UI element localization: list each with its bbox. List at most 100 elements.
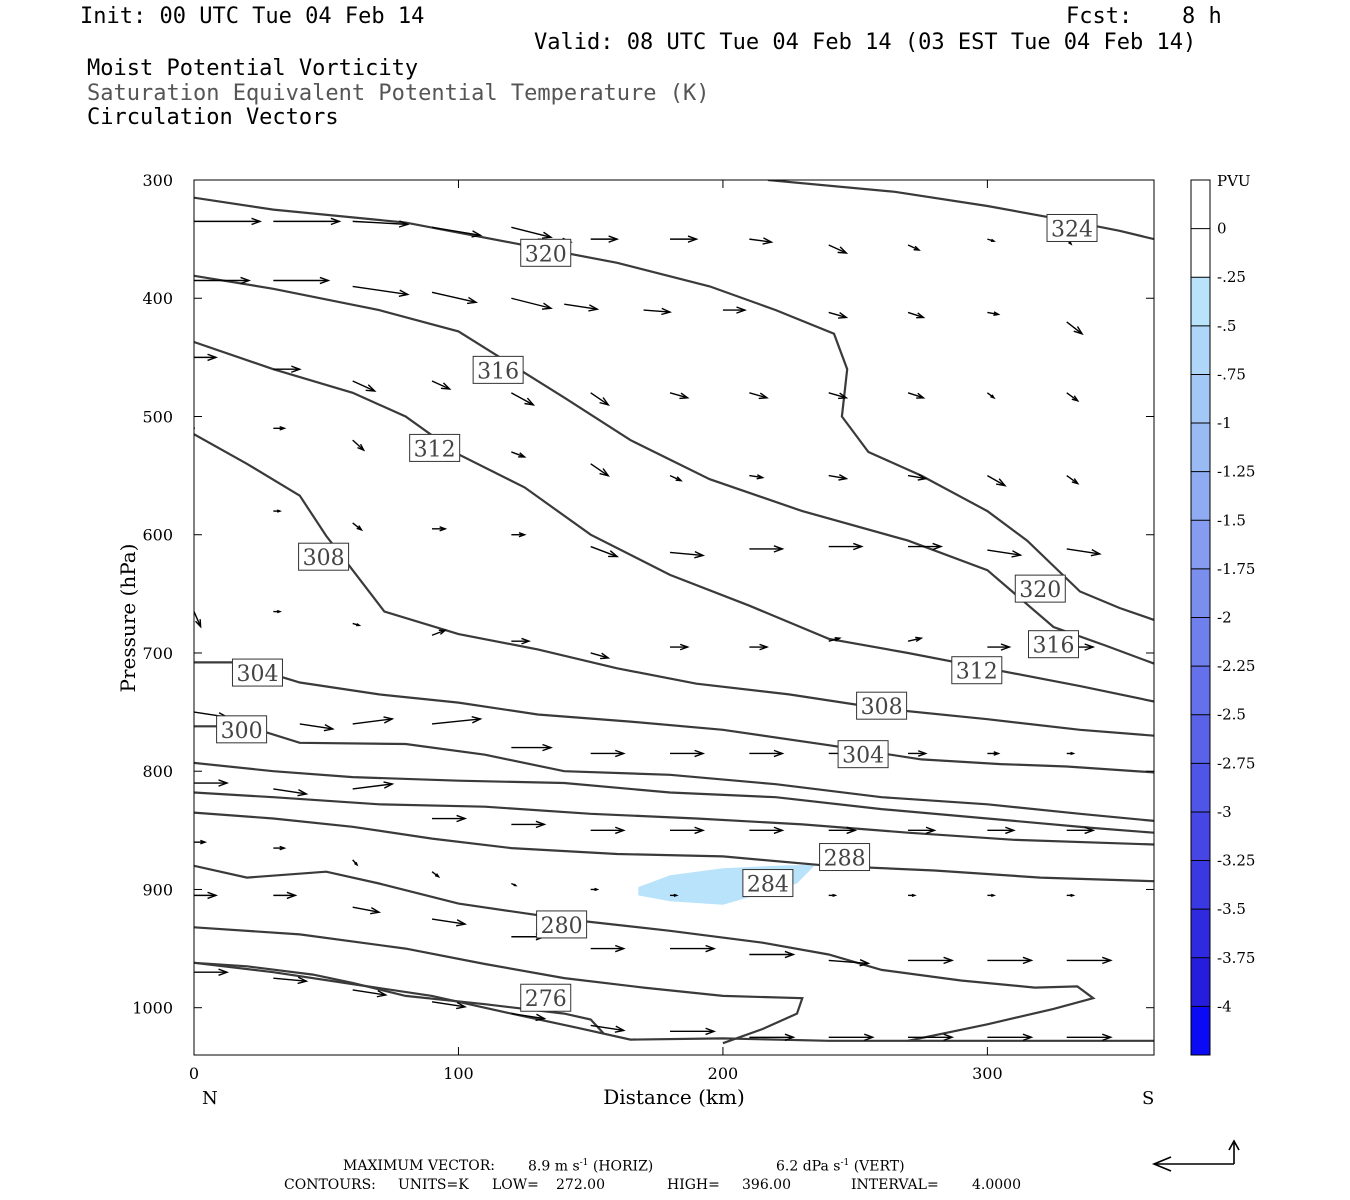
vector-shaft — [1066, 321, 1083, 335]
vector-shaft — [907, 474, 926, 480]
plot-frame — [193, 179, 1155, 1056]
vector-head — [1011, 550, 1023, 558]
circulation-vector — [749, 237, 774, 245]
theta-e-contour-304 — [194, 661, 1154, 774]
circulation-vector — [987, 549, 1023, 558]
circulation-vector — [670, 1027, 717, 1036]
contour-label: 312 — [409, 433, 461, 462]
vector-head — [916, 392, 926, 399]
contour-label-text: 312 — [414, 437, 456, 462]
vector-head — [913, 245, 921, 251]
vector-head — [673, 893, 679, 898]
vector-shaft — [352, 783, 393, 790]
vector-head — [995, 478, 1007, 487]
colorbar-level-label: -2 — [1217, 609, 1232, 627]
contour-interval-value: 4.0000 — [972, 1177, 1021, 1193]
field-title-theta-e: Saturation Equivalent Potential Temperat… — [87, 81, 710, 106]
x-axis-label: Distance (km) — [603, 1085, 745, 1109]
circulation-vector — [908, 750, 928, 757]
vector-head — [864, 1033, 875, 1042]
circulation-vector — [907, 392, 926, 399]
vector-head — [376, 990, 388, 998]
x-tick-label: 0 — [189, 1064, 199, 1083]
vector-shaft — [590, 392, 609, 406]
theta-e-contour-296 — [194, 761, 1154, 834]
vector-head — [773, 749, 785, 758]
circulation-vector — [590, 1024, 626, 1033]
vector-head — [466, 296, 479, 305]
circulation-vector — [987, 474, 1007, 487]
vector-head — [990, 238, 996, 242]
vector-shaft — [511, 451, 525, 458]
vector-head — [323, 723, 335, 732]
vector-shaft — [431, 918, 466, 925]
vector-head — [943, 956, 955, 965]
circulation-vector — [511, 637, 531, 645]
circulation-vector — [669, 474, 683, 482]
colorbar-swatch — [1191, 374, 1210, 424]
vector-shaft — [431, 629, 446, 636]
circulation-vector — [590, 887, 600, 892]
colorbar-level-label: -2.25 — [1217, 657, 1255, 675]
circulation-vector — [590, 826, 626, 835]
circulation-vector — [564, 303, 600, 312]
vector-head — [911, 893, 917, 898]
vector-head — [614, 1025, 626, 1033]
x-tick-label: 200 — [708, 1064, 739, 1083]
contour-high-label: HIGH= — [667, 1177, 720, 1193]
vector-head — [679, 643, 690, 651]
circulation-vector — [431, 1001, 468, 1010]
colorbar-level-label: -3 — [1217, 803, 1232, 821]
vector-shaft — [511, 226, 552, 238]
vector-head — [521, 637, 531, 645]
vector-head — [1071, 478, 1080, 485]
vector-head — [917, 750, 928, 757]
colorbar-title: PVU — [1217, 172, 1251, 190]
vector-shaft — [511, 392, 534, 406]
vector-head — [535, 820, 547, 829]
vector-head — [383, 781, 395, 789]
theta-e-contour-276 — [194, 961, 605, 1035]
vector-shaft — [907, 637, 922, 642]
contour-label: 276 — [520, 983, 572, 1012]
vector-shaft — [431, 226, 481, 236]
theta-e-contour-288 — [194, 811, 1154, 883]
vector-shaft — [431, 380, 450, 390]
colorbar-level-label: -.5 — [1217, 317, 1236, 335]
circulation-vector — [590, 235, 620, 243]
circulation-vector — [352, 859, 359, 867]
circulation-vector — [194, 276, 252, 285]
vector-shaft — [590, 545, 618, 558]
contour-label-text: 316 — [477, 359, 519, 384]
colorbar-level-label: -1.75 — [1217, 560, 1255, 578]
colorbar-swatch — [1191, 520, 1210, 570]
vector-head — [398, 289, 410, 297]
max-vector-horiz: 8.9 m s-1 (HORIZ) — [528, 1158, 654, 1175]
contour-label: 316 — [472, 355, 524, 384]
y-tick-label: 600 — [142, 526, 173, 545]
vector-head — [1084, 826, 1096, 835]
vector-head — [838, 474, 849, 481]
vector-shaft — [352, 989, 386, 996]
vector-shaft — [749, 238, 772, 243]
circulation-vector — [987, 238, 996, 242]
vector-shaft — [352, 439, 365, 451]
vector-head — [438, 629, 448, 635]
vector-head — [675, 476, 683, 482]
vector-head — [286, 891, 298, 900]
theta-e-contour-316 — [194, 274, 1154, 665]
circulation-vector — [352, 220, 410, 228]
vector-head — [990, 893, 997, 898]
theta-e-contour-324 — [767, 180, 1154, 241]
vector-head — [694, 826, 706, 835]
circulation-vector — [670, 893, 679, 898]
vector-head — [600, 652, 611, 660]
vector-head — [993, 311, 1001, 316]
vector-head — [614, 826, 626, 835]
contour-units: UNITS=K — [398, 1177, 469, 1193]
circulation-vector — [273, 217, 342, 226]
circulation-vector — [907, 311, 926, 319]
vector-head — [1068, 241, 1073, 246]
vector-head — [736, 306, 747, 314]
vector-head — [471, 230, 483, 238]
